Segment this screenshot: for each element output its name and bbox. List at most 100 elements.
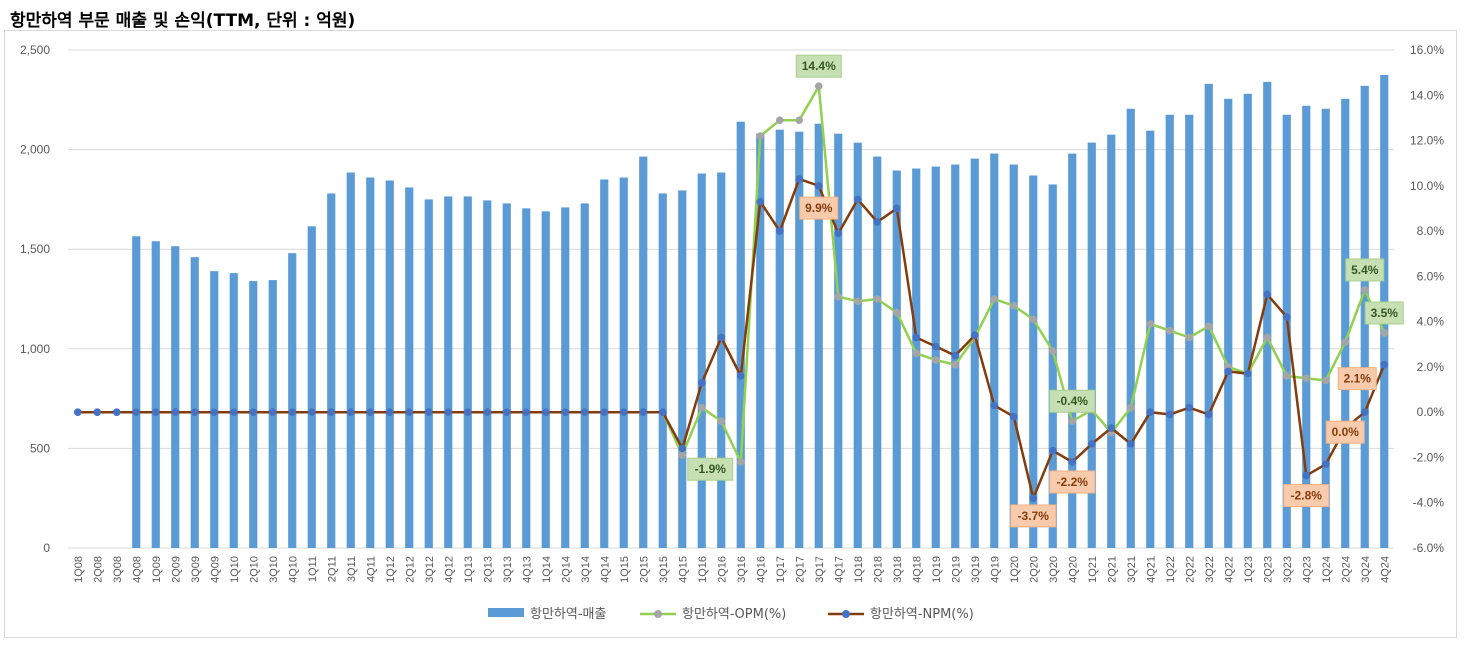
- data-label-box: [1337, 367, 1377, 391]
- npm-point-4Q13: [522, 408, 531, 416]
- x-tick-label: 4Q21: [1145, 556, 1157, 583]
- bar-3Q14: [580, 203, 589, 548]
- legend-swatch-sales: [488, 608, 524, 617]
- npm-point-1Q24: [1321, 460, 1330, 469]
- y-left-tick-label: 1,000: [20, 342, 50, 356]
- x-tick-label: 4Q23: [1301, 556, 1313, 583]
- npm-point-2Q21: [1107, 424, 1116, 432]
- npm-point-2Q16: [717, 333, 726, 342]
- data-label: 14.4%: [802, 59, 836, 73]
- chart-title: 항만하역 부문 매출 및 손익(TTM, 단위 : 억원): [10, 11, 356, 31]
- npm-point-2Q08: [93, 408, 102, 416]
- y-right-tick-label: 16.0%: [1410, 43, 1444, 57]
- npm-point-4Q12: [444, 408, 453, 416]
- npm-point-3Q12: [424, 408, 433, 416]
- data-label-box: [1010, 504, 1057, 528]
- bar-2Q13: [483, 200, 492, 548]
- bar-3Q19: [970, 158, 979, 548]
- x-tick-label: 3Q15: [658, 556, 670, 583]
- npm-point-2Q12: [405, 408, 414, 416]
- bar-1Q18: [853, 142, 862, 549]
- bar-4Q19: [990, 153, 999, 549]
- npm-point-3Q14: [580, 408, 589, 416]
- npm-point-1Q22: [1165, 410, 1174, 419]
- x-tick-label: 2Q24: [1340, 556, 1352, 583]
- bar-2Q20: [1029, 175, 1038, 548]
- x-tick-label: 1Q12: [385, 556, 397, 583]
- y-left-tick-label: 2,000: [20, 143, 50, 157]
- x-tick-label: 1Q19: [931, 556, 943, 583]
- x-tick-label: 1Q18: [853, 556, 865, 583]
- x-tick-label: 1Q23: [1243, 556, 1255, 583]
- npm-point-1Q20: [1009, 412, 1018, 421]
- opm-point-4Q19: [990, 295, 999, 303]
- opm-point-3Q16: [736, 458, 745, 466]
- x-tick-label: 2Q12: [404, 556, 416, 583]
- x-tick-label: 4Q13: [521, 556, 533, 583]
- bar-4Q15: [678, 190, 687, 548]
- bar-3Q15: [658, 193, 667, 548]
- x-tick-label: 3Q08: [112, 556, 124, 583]
- data-label: 5.4%: [1351, 263, 1379, 277]
- opm-point-2Q22: [1185, 333, 1194, 342]
- y-right-tick-label: 0.0%: [1417, 405, 1445, 419]
- npm-point-2Q20: [1029, 494, 1038, 503]
- opm-point-3Q20: [1048, 347, 1057, 355]
- npm-point-4Q15: [678, 444, 687, 453]
- x-tick-label: 1Q08: [73, 556, 85, 583]
- opm-point-4Q23: [1302, 374, 1311, 383]
- bar-4Q18: [912, 168, 921, 549]
- data-label-box: [795, 54, 842, 78]
- bar-2Q16: [717, 172, 726, 548]
- npm-point-2Q17: [795, 175, 804, 183]
- x-tick-label: 4Q22: [1223, 556, 1235, 583]
- npm-point-2Q10: [249, 408, 258, 416]
- chart-frame: [4, 30, 1457, 638]
- opm-point-2Q24: [1341, 338, 1350, 346]
- opm-point-4Q20: [1068, 417, 1077, 426]
- bar-4Q12: [444, 196, 453, 549]
- bar-2Q18: [873, 156, 882, 548]
- opm-point-1Q24: [1321, 376, 1330, 385]
- x-tick-label: 1Q17: [775, 556, 787, 583]
- bar-3Q13: [502, 203, 511, 548]
- x-tick-label: 2Q18: [872, 556, 884, 583]
- x-tick-label: 3Q21: [1126, 556, 1138, 583]
- y-left-tick-label: 2,500: [20, 43, 50, 57]
- bar-4Q17: [834, 133, 843, 548]
- bar-1Q12: [385, 180, 394, 548]
- npm-point-4Q22: [1224, 367, 1233, 376]
- npm-point-1Q16: [697, 378, 706, 387]
- opm-point-1Q20: [1009, 301, 1018, 310]
- legend-label-sales: 항만하역-매출: [530, 607, 606, 622]
- x-tick-label: 4Q15: [677, 556, 689, 583]
- bar-1Q21: [1087, 142, 1096, 549]
- data-label: 3.5%: [1371, 306, 1399, 320]
- opm-point-3Q18: [892, 308, 901, 317]
- opm-point-3Q22: [1204, 322, 1213, 330]
- x-tick-label: 3Q18: [892, 556, 904, 583]
- x-tick-label: 2Q10: [248, 556, 260, 583]
- data-label-box: [1283, 484, 1330, 508]
- bar-3Q09: [190, 257, 199, 548]
- x-tick-label: 3Q19: [970, 556, 982, 583]
- bar-1Q20: [1009, 164, 1018, 549]
- x-tick-label: 2Q16: [716, 556, 728, 583]
- opm-point-1Q19: [931, 356, 940, 364]
- bar-2Q21: [1107, 134, 1116, 548]
- x-tick-label: 2Q21: [1106, 556, 1118, 583]
- npm-point-3Q24: [1360, 408, 1369, 416]
- npm-point-4Q08: [132, 408, 141, 416]
- legend-label-npm: 항만하역-NPM(%): [870, 607, 974, 622]
- bar-4Q23: [1302, 105, 1311, 548]
- data-label: -2.2%: [1057, 475, 1089, 489]
- npm-point-4Q16: [756, 197, 765, 206]
- data-label: -3.7%: [1018, 509, 1050, 523]
- bar-1Q16: [697, 173, 706, 548]
- opm-point-1Q16: [697, 403, 706, 412]
- npm-point-4Q09: [210, 408, 219, 416]
- x-tick-label: 3Q17: [814, 556, 826, 583]
- bar-2Q17: [795, 131, 804, 548]
- x-tick-label: 1Q10: [229, 556, 241, 583]
- y-right-tick-label: 12.0%: [1410, 134, 1444, 148]
